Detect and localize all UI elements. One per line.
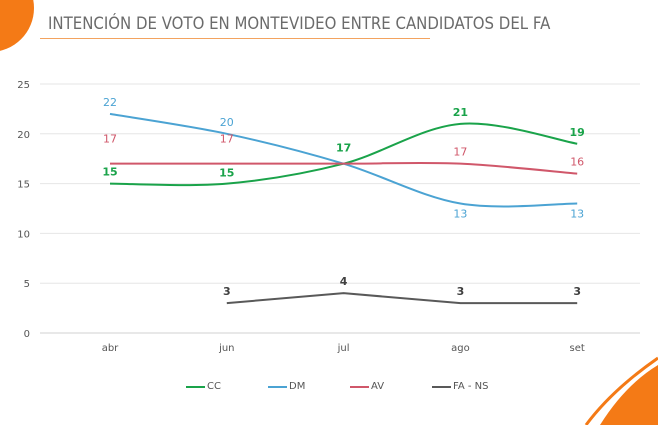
legend: CC DM AV FA - NS bbox=[186, 381, 514, 392]
x-tick-label: jun bbox=[218, 343, 234, 354]
data-label: 17 bbox=[453, 146, 467, 159]
series-line-fa-ns bbox=[226, 292, 578, 305]
data-label: 17 bbox=[220, 133, 234, 146]
data-label: 17 bbox=[103, 133, 117, 146]
data-label: 3 bbox=[457, 285, 465, 298]
legend-item: DM bbox=[268, 381, 350, 392]
series-line-av bbox=[109, 161, 578, 175]
orange-circle-decoration bbox=[0, 0, 34, 51]
data-label: 3 bbox=[223, 285, 231, 298]
x-tick-label: jul bbox=[337, 343, 350, 354]
data-label: 20 bbox=[220, 116, 234, 129]
data-label: 13 bbox=[570, 208, 584, 221]
y-tick-label: 15 bbox=[17, 180, 30, 191]
x-tick-label: set bbox=[570, 343, 585, 354]
y-tick-label: 25 bbox=[17, 80, 30, 91]
orange-swoosh-decoration bbox=[600, 365, 658, 425]
page-title: INTENCIÓN DE VOTO EN MONTEVIDEO ENTRE CA… bbox=[48, 14, 551, 34]
data-label: 3 bbox=[573, 285, 581, 298]
data-label: 17 bbox=[336, 142, 351, 155]
data-label: 19 bbox=[570, 126, 585, 139]
x-tick-label: ago bbox=[451, 343, 470, 354]
data-label: 15 bbox=[219, 167, 234, 180]
legend-label: DM bbox=[289, 381, 306, 392]
y-tick-label: 0 bbox=[24, 329, 30, 340]
legend-item: AV bbox=[350, 381, 432, 392]
legend-item: FA - NS bbox=[432, 381, 514, 392]
data-label: 21 bbox=[453, 106, 468, 119]
y-tick-label: 20 bbox=[17, 130, 30, 141]
data-label: 13 bbox=[453, 208, 467, 221]
data-label: 15 bbox=[102, 166, 117, 179]
data-label: 16 bbox=[570, 156, 584, 169]
legend-label: AV bbox=[371, 381, 385, 392]
legend-swatch bbox=[350, 385, 369, 388]
legend-label: CC bbox=[207, 381, 221, 392]
data-label: 22 bbox=[103, 96, 117, 109]
legend-swatch bbox=[432, 385, 451, 388]
legend-label: FA - NS bbox=[453, 381, 489, 392]
legend-item: CC bbox=[186, 381, 268, 392]
x-tick-label: abr bbox=[102, 343, 119, 354]
legend-swatch bbox=[186, 385, 205, 388]
y-tick-label: 5 bbox=[24, 279, 30, 290]
data-label: 4 bbox=[340, 275, 348, 288]
y-tick-label: 10 bbox=[17, 229, 30, 240]
legend-swatch bbox=[268, 385, 287, 388]
title-underline bbox=[40, 38, 430, 39]
